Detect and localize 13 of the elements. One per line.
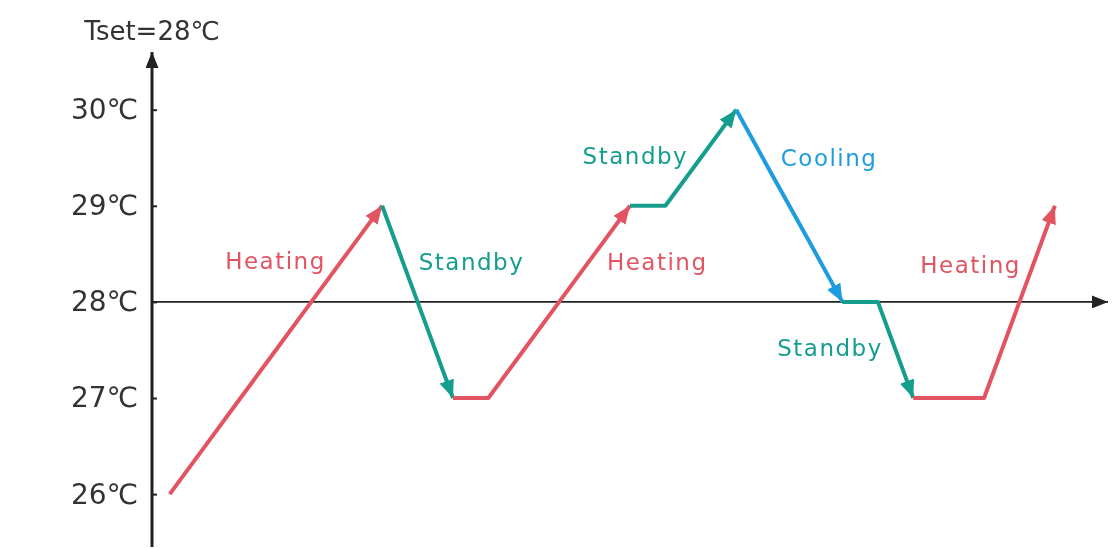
y-axis-title: Tset=28℃	[83, 16, 220, 46]
series-label: Standby	[582, 142, 689, 169]
series-label: Heating	[920, 252, 1021, 279]
y-tick-label: 30℃	[70, 93, 138, 127]
series-label: Cooling	[780, 144, 878, 171]
series-label: Heating	[225, 247, 326, 274]
series-label: Standby	[418, 248, 525, 275]
y-tick-label: 26℃	[70, 477, 138, 511]
series-label: Standby	[777, 335, 883, 362]
y-tick-label: 28℃	[70, 285, 138, 319]
y-tick-label: 29℃	[70, 189, 138, 223]
series-label: Heating	[606, 248, 708, 275]
y-tick-label: 27℃	[70, 381, 138, 415]
